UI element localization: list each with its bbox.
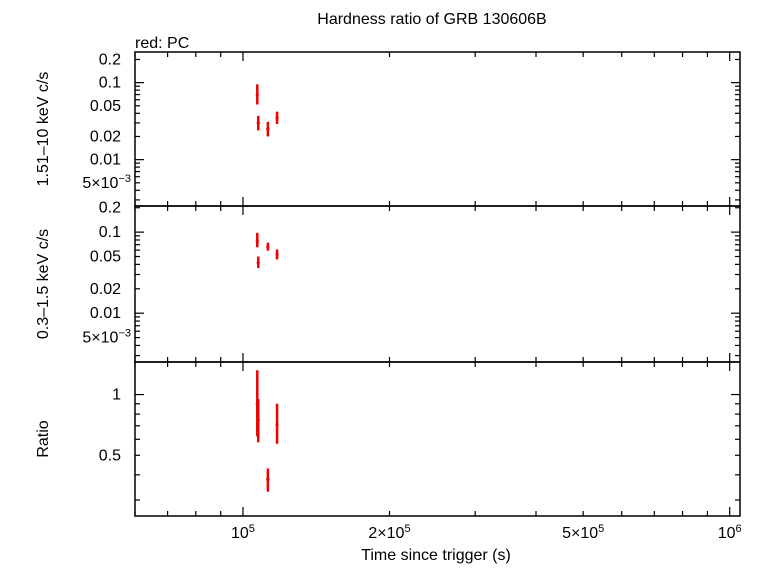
data-marker <box>266 245 270 249</box>
data-marker <box>256 418 260 422</box>
data-point <box>256 115 260 131</box>
y-tick-label: 0.1 <box>99 75 121 92</box>
data-marker <box>256 261 260 265</box>
panel-soft: 0.2 0.1 0.05 0.02 0.01 5×10−3 0.3–1.5 keV c/s <box>35 200 741 363</box>
panel-ratio: 1 0.5 Ratio <box>35 361 741 517</box>
x-tick-label: 5×105 <box>562 523 604 542</box>
panel-frame <box>134 51 741 207</box>
y-tick-label: 5×10−3 <box>82 328 131 347</box>
y-tick-label: 0.2 <box>99 51 121 68</box>
x-tick-label: 2×105 <box>368 523 410 542</box>
data-point <box>275 249 279 260</box>
data-marker <box>266 127 270 131</box>
panels-group: 0.20.10.050.020.015×10−31.51–10 keV c/s0… <box>35 51 742 542</box>
y-axis-label-soft: 0.3–1.5 keV c/s <box>35 229 52 339</box>
y-tick-label: 0.1 <box>99 224 121 241</box>
data-point <box>266 468 270 492</box>
data-marker <box>255 239 259 243</box>
data-point <box>275 403 279 444</box>
panel-hard: 0.2 0.1 0.05 0.02 0.01 5×10−3 1.51–10 keV c/s <box>35 51 741 207</box>
data-point <box>275 111 279 125</box>
data-marker <box>275 116 279 120</box>
chart-subtitle: red: PC <box>135 35 189 52</box>
x-tick-label: 106 <box>718 523 742 542</box>
y-tick-label: 0.05 <box>90 98 121 115</box>
y-axis-label-ratio: Ratio <box>35 420 52 457</box>
panel-frame <box>134 361 741 517</box>
data-marker <box>275 252 279 257</box>
chart-title: Hardness ratio of GRB 130606B <box>317 11 546 28</box>
y-tick-label: 1 <box>112 387 121 404</box>
data-marker <box>266 477 270 481</box>
data-point <box>256 256 260 269</box>
y-tick-label: 5×10−3 <box>82 173 131 192</box>
data-point <box>266 121 270 137</box>
y-tick-label: 0.2 <box>99 200 121 217</box>
data-marker <box>275 422 279 427</box>
y-tick-label: 0.01 <box>90 305 121 322</box>
y-tick-label: 0.02 <box>90 281 121 298</box>
data-point <box>266 242 270 251</box>
data-marker <box>256 121 260 125</box>
x-tick-label: 105 <box>231 523 255 542</box>
data-point <box>256 399 260 443</box>
data-point <box>255 84 259 105</box>
data-point <box>255 232 259 248</box>
y-tick-label: 0.5 <box>99 447 121 464</box>
panel-frame <box>134 205 741 363</box>
y-tick-label: 0.05 <box>90 249 121 266</box>
y-tick-label: 0.01 <box>90 152 121 169</box>
y-tick-label: 0.02 <box>90 128 121 145</box>
x-axis-label: Time since trigger (s) <box>361 547 511 564</box>
y-axis-label-hard: 1.51–10 keV c/s <box>35 72 52 187</box>
data-marker <box>255 92 259 97</box>
